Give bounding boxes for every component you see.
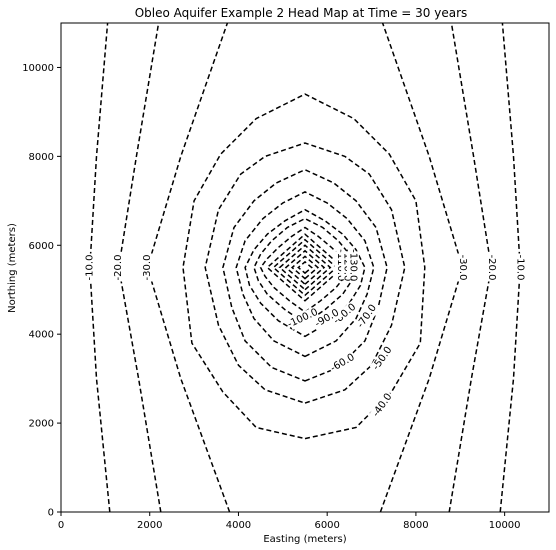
contour-50-line — [204, 142, 406, 404]
contour-label: -20.0 — [486, 255, 497, 281]
contour-30-right-line — [379, 23, 464, 512]
contour-90-line — [253, 217, 357, 325]
y-tick-label: 0 — [48, 508, 54, 519]
y-tick-label: 8000 — [29, 152, 54, 163]
contours-layer — [89, 23, 521, 512]
x-tick-label: 0 — [58, 520, 64, 531]
contour-label: -10.0 — [515, 255, 526, 281]
x-tick-label: 8000 — [403, 520, 428, 531]
x-tick-label: 4000 — [226, 520, 251, 531]
contour-110-line — [266, 233, 344, 302]
x-axis-label: Easting (meters) — [263, 534, 346, 545]
contour-70-line — [235, 191, 375, 358]
contour-label: -100.0 — [286, 307, 320, 331]
y-tick-label: 4000 — [29, 330, 54, 341]
contour-label: -30.0 — [457, 255, 468, 281]
y-tick-label: 2000 — [29, 419, 54, 430]
axes-layer: 0 2000 4000 6000 8000 10000 0 2000 4000 6000 8000 1… — [22, 63, 520, 531]
contour-100-line — [259, 226, 351, 313]
y-tick-label: 6000 — [29, 241, 54, 252]
contour-20-left-line — [117, 23, 162, 512]
contour-150-line — [290, 255, 320, 280]
contour-label: -10.0 — [84, 255, 95, 281]
contour-40-line — [182, 93, 426, 440]
contour-labels-layer: -10.0 -20.0 -30.0 -30.0 -20.0 -10.0-40.0-50.0… — [83, 249, 527, 421]
contour-130-line — [278, 244, 332, 291]
contour-80-line — [244, 208, 366, 338]
contour-label: -60.0 — [329, 352, 357, 374]
contour-160-line — [297, 260, 313, 275]
plot-frame — [60, 22, 550, 513]
chart-title: Obleo Aquifer Example 2 Head Map at Time… — [135, 6, 468, 20]
contour-label: -20.0 — [113, 255, 124, 281]
contour-30-left-line — [146, 23, 231, 512]
y-tick-label: 10000 — [22, 63, 54, 74]
contour-label: -130.0 — [347, 249, 358, 281]
x-tick-label: 2000 — [137, 520, 162, 531]
contour-140-line — [284, 249, 326, 286]
x-tick-label: 10000 — [489, 520, 521, 531]
y-axis-label: Northing (meters) — [7, 223, 18, 313]
contour-60-line — [222, 168, 388, 382]
contour-label: -110.0 — [335, 249, 346, 281]
x-tick-label: 6000 — [314, 520, 339, 531]
contour-10-left-line — [89, 23, 111, 512]
contour-10-right-line — [499, 23, 521, 512]
contour-label: -30.0 — [142, 255, 153, 281]
contour-120-line — [272, 238, 338, 297]
contour-20-right-line — [448, 23, 493, 512]
